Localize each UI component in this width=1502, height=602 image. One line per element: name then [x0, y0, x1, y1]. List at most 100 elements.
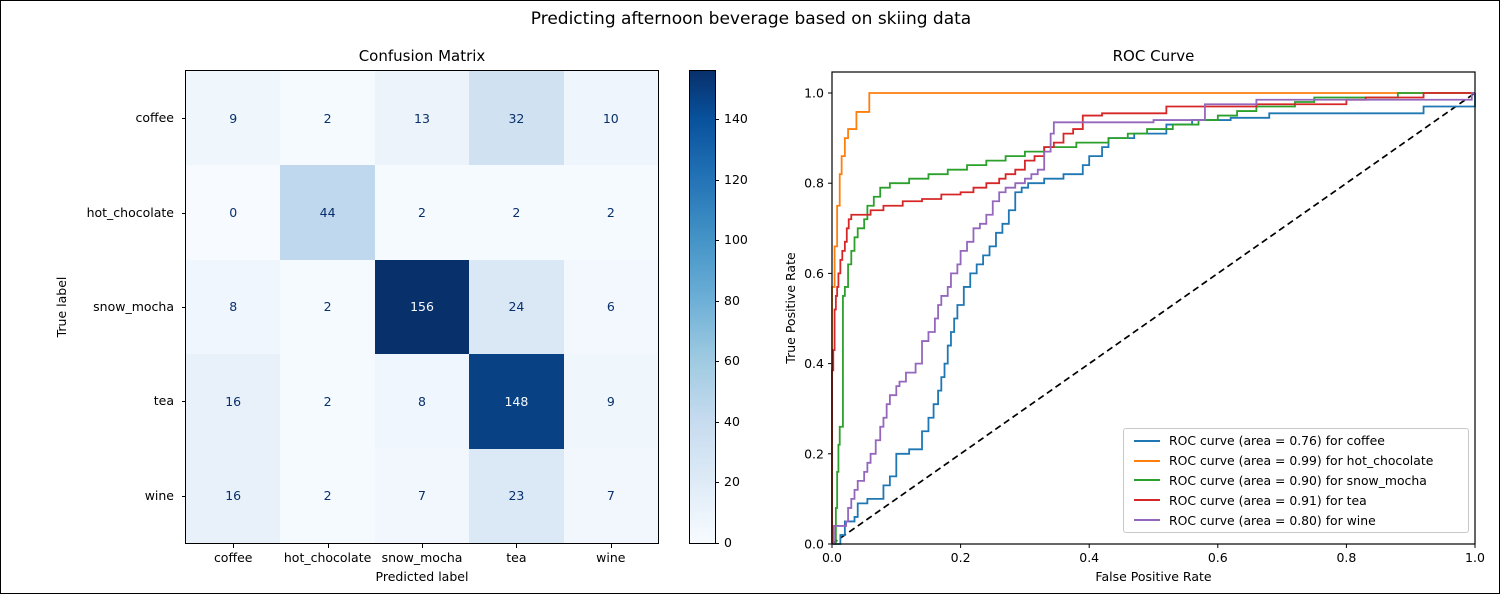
cm-cell: 44 — [280, 165, 375, 260]
cm-ytick-label: coffee — [135, 110, 174, 126]
cm-cell: 2 — [280, 354, 375, 449]
confusion-matrix-title: Confusion Matrix — [358, 47, 486, 65]
cm-cell: 2 — [280, 71, 375, 166]
figure-title: Predicting afternoon beverage based on s… — [530, 9, 972, 29]
roc-legend: ROC curve (area = 0.76) for coffee ROC cu… — [1123, 428, 1469, 533]
cm-cell: 9 — [563, 354, 658, 449]
roc-axes-frame — [831, 71, 1476, 545]
cm-ytick-label: wine — [144, 487, 174, 503]
colorbar-tick-label: 100 — [724, 232, 748, 248]
legend-item: ROC curve (area = 0.90) for snow_mocha — [1124, 471, 1468, 491]
legend-line-swatch — [1134, 459, 1160, 462]
roc-ytick-label: 0.0 — [804, 537, 824, 552]
confusion-matrix-xtick-labels: coffee hot_chocolate snow_mocha tea wine — [186, 544, 658, 584]
cm-xtick-label: hot_chocolate — [283, 550, 372, 565]
confusion-matrix-ylabel: True label — [54, 276, 69, 338]
cm-cell: 2 — [563, 165, 658, 260]
roc-curve-snow_mocha — [832, 92, 1475, 545]
confusion-matrix-heatmap: 9 2 13 32 10 0 44 2 2 2 8 2 156 24 6 16 2 8 148 9 16 2 7 23 7 — [185, 70, 659, 544]
cm-xtick-mark — [327, 544, 329, 548]
roc-xtick-label: 0.2 — [951, 550, 971, 565]
roc-xtick-label: 1.0 — [1465, 550, 1485, 565]
colorbar-tick-label: 140 — [724, 111, 748, 127]
cm-ytick-label: tea — [153, 393, 174, 409]
cm-xtick-label: snow_mocha — [381, 550, 463, 565]
colorbar-tick-mark — [715, 543, 719, 544]
roc-xlabel: False Positive Rate — [1095, 569, 1212, 584]
cm-ytick-mark — [182, 118, 186, 120]
cm-xtick-label: coffee — [213, 550, 253, 565]
cm-cell: 7 — [374, 448, 470, 543]
cm-cell: 148 — [469, 354, 564, 449]
cm-xtick-mark — [610, 544, 612, 548]
legend-label: ROC curve (area = 0.80) for wine — [1169, 512, 1376, 528]
cm-cell: 156 — [374, 259, 470, 355]
cm-cell: 9 — [186, 71, 281, 166]
legend-line-swatch — [1134, 519, 1160, 522]
cm-cell: 24 — [469, 259, 564, 355]
roc-xtick-label: 0.6 — [1208, 550, 1228, 565]
cm-ytick-label: snow_mocha — [93, 299, 174, 314]
colorbar-tick-mark — [715, 300, 719, 302]
cm-cell: 2 — [280, 448, 375, 543]
colorbar-tick-labels: 0 20 40 60 80 100 120 140 — [715, 71, 775, 550]
cm-ytick-mark — [182, 212, 186, 214]
cm-ytick-mark — [182, 401, 186, 403]
roc-title: ROC Curve — [1112, 47, 1195, 65]
legend-line-swatch — [1134, 499, 1160, 502]
colorbar-tick-mark — [715, 119, 719, 121]
legend-line-swatch — [1134, 439, 1160, 442]
roc-ytick-label: 0.8 — [804, 176, 824, 191]
legend-label: ROC curve (area = 0.90) for snow_mocha — [1169, 472, 1427, 488]
roc-plot: 0.0 0.2 0.4 0.6 0.8 1.0 0.0 0.2 0.4 0.6 0.8 1.0 — [804, 71, 1485, 565]
colorbar-tick-mark — [715, 421, 719, 423]
roc-xtick-label: 0.8 — [1336, 550, 1356, 565]
legend-item: ROC curve (area = 0.76) for coffee — [1124, 431, 1468, 451]
colorbar-tick-mark — [715, 482, 719, 484]
cm-cell: 2 — [280, 259, 375, 355]
colorbar — [689, 70, 716, 544]
cm-cell: 2 — [469, 165, 564, 260]
cm-ytick-mark — [182, 307, 186, 308]
legend-label: ROC curve (area = 0.91) for tea — [1169, 492, 1367, 508]
legend-item: ROC curve (area = 0.99) for hot_chocolat… — [1124, 451, 1468, 471]
legend-line-swatch — [1134, 479, 1160, 482]
cm-cell: 16 — [186, 448, 281, 543]
colorbar-tick-label: 120 — [724, 171, 748, 187]
cm-cell: 8 — [374, 354, 470, 449]
cm-cell: 6 — [563, 259, 658, 355]
cm-cell: 13 — [374, 71, 470, 166]
roc-ytick-label: 0.2 — [804, 446, 824, 461]
cm-xtick-label: tea — [506, 550, 527, 565]
cm-xtick-label: wine — [596, 550, 626, 565]
cm-xtick-mark — [422, 544, 423, 548]
legend-label: ROC curve (area = 0.76) for coffee — [1169, 433, 1385, 449]
cm-cell: 0 — [186, 165, 281, 260]
roc-curve-wine — [832, 92, 1475, 545]
cm-cell: 7 — [563, 448, 658, 543]
cm-cell: 10 — [563, 71, 658, 166]
colorbar-tick-mark — [715, 361, 719, 363]
cm-cell: 8 — [186, 259, 281, 355]
colorbar-tick-mark — [715, 240, 719, 242]
roc-curve-tea — [831, 92, 1475, 544]
legend-label: ROC curve (area = 0.99) for hot_chocolat… — [1169, 453, 1434, 469]
roc-ylabel: True Positive Rate — [783, 252, 798, 364]
cm-xtick-mark — [516, 544, 518, 548]
confusion-matrix-xlabel: Predicted label — [375, 569, 469, 584]
roc-ytick-label: 0.6 — [804, 266, 824, 281]
cm-ytick-label: hot_chocolate — [86, 204, 174, 220]
roc-chance-diagonal — [831, 92, 1476, 545]
cm-cell: 23 — [469, 448, 564, 543]
roc-ytick-label: 1.0 — [804, 86, 824, 101]
roc-ytick-label: 0.4 — [804, 356, 824, 371]
cm-cell: 16 — [186, 354, 281, 449]
colorbar-tick-label: 60 — [724, 353, 740, 369]
confusion-matrix-grid: 9 2 13 32 10 0 44 2 2 2 8 2 156 24 6 16 2 8 148 9 16 2 7 23 7 — [186, 71, 658, 543]
legend-item: ROC curve (area = 0.91) for tea — [1124, 490, 1468, 510]
legend-item: ROC curve (area = 0.80) for wine — [1124, 510, 1468, 530]
colorbar-tick-label: 40 — [724, 413, 740, 429]
colorbar-tick-label: 80 — [724, 292, 740, 308]
